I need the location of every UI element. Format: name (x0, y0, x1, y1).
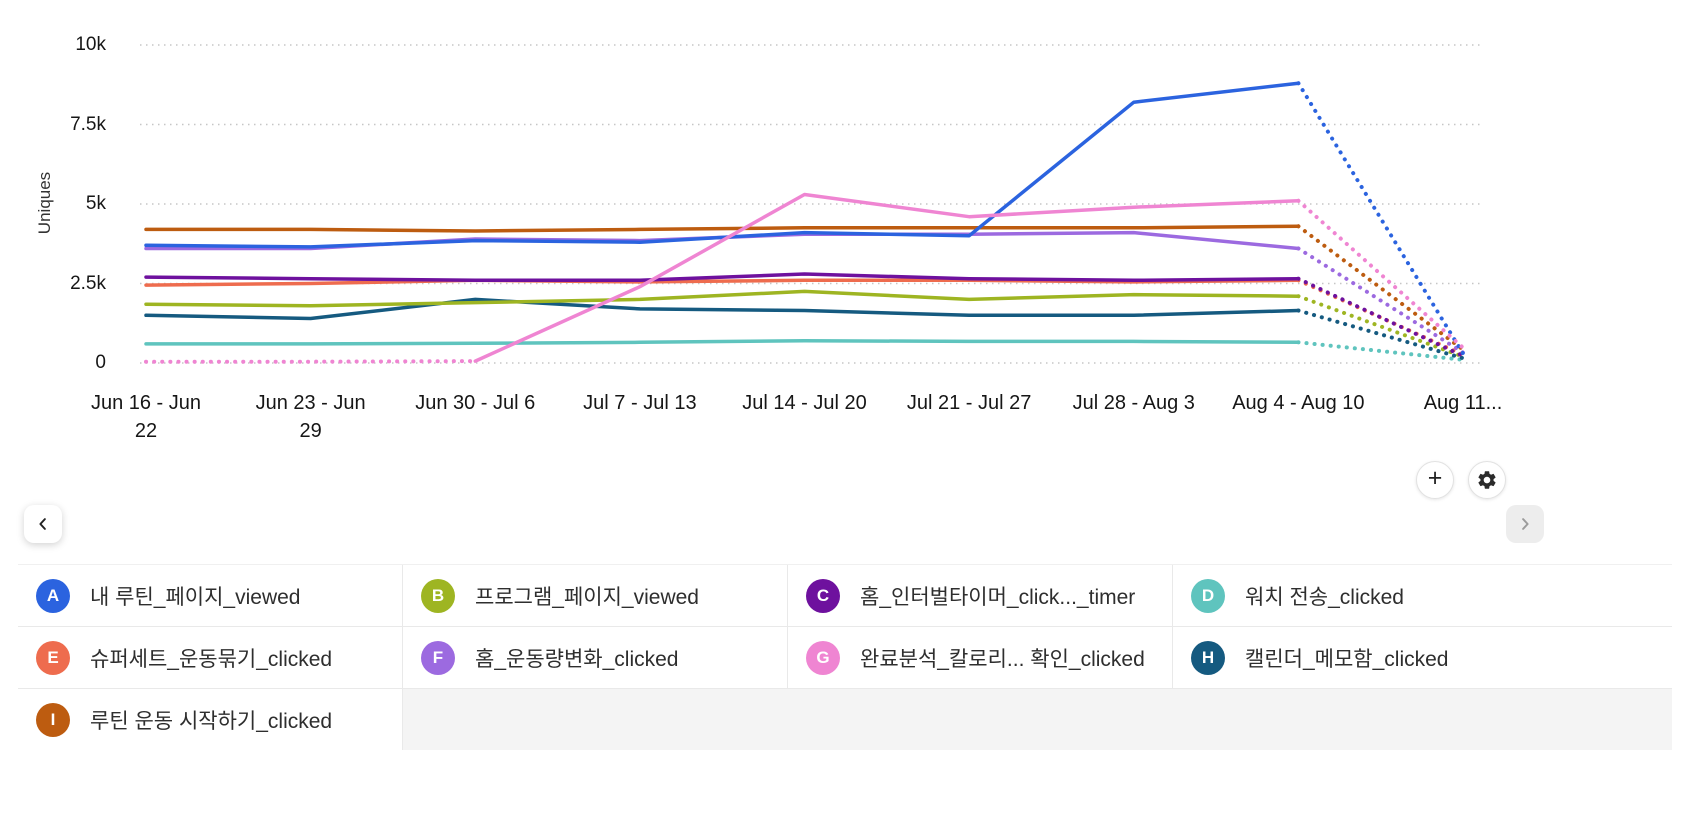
legend-next-button[interactable] (1506, 505, 1544, 543)
x-axis-label: Jun 30 - Jul 6 (415, 392, 536, 414)
series-label: 완료분석_칼로리... 확인_clicked (860, 647, 1145, 671)
y-axis-tick: 7.5k (70, 113, 106, 135)
legend-item-I[interactable]: I 루틴 운동 시작하기_clicked (18, 689, 402, 750)
add-chart-button[interactable]: + (1416, 461, 1454, 499)
series-line-A-dotted (1296, 81, 1465, 356)
series-badge: A (36, 578, 70, 613)
series-line-I-dotted (1296, 224, 1465, 352)
chevron-left-icon (34, 515, 52, 533)
y-axis-tick: 5k (85, 193, 106, 214)
series-line-D (144, 338, 1301, 346)
series-label: 루틴 운동 시작하기_clicked (90, 709, 333, 733)
series-badge: H (1191, 640, 1225, 675)
series-line-F-dotted (1296, 246, 1465, 355)
x-axis-label: Jun 16 - Jun 22 (90, 392, 202, 442)
series-badge: B (421, 578, 455, 613)
gear-icon (1476, 469, 1498, 491)
series-label: 프로그램_페이지_viewed (475, 585, 699, 609)
series-label: 홈_인터벌타이머_click..._timer (860, 585, 1136, 609)
series-label: 슈퍼세트_운동묶기_clicked (90, 647, 333, 671)
series-line-C-dotted (1296, 276, 1465, 358)
series-label: 캘린더_메모함_clicked (1245, 647, 1449, 671)
y-axis-tick: 0 (95, 352, 106, 373)
legend-item-C[interactable]: C 홈_인터벌타이머_click..._timer (788, 565, 1172, 626)
series-line-A (144, 81, 1301, 249)
x-axis-label: Jul 28 - Aug 3 (1072, 392, 1195, 414)
x-axis-label: Jul 7 - Jul 13 (583, 392, 697, 414)
series-line-B-dotted (1296, 294, 1465, 359)
series-badge: I (36, 702, 70, 737)
plus-icon: + (1427, 464, 1443, 492)
series-line-G-dotted (144, 359, 478, 364)
series-line-D-dotted (1296, 340, 1465, 362)
series-label: 내 루틴_페이지_viewed (90, 585, 301, 609)
series-badge: G (806, 640, 840, 675)
series-line-G (473, 192, 1301, 363)
legend-prev-button[interactable] (24, 505, 62, 543)
series-badge: C (806, 578, 840, 613)
series-legend: A 내 루틴_페이지_viewed B 프로그램_페이지_viewed C 홈_인터벌타이… (18, 564, 1672, 750)
series-badge: E (36, 640, 70, 675)
legend-item-H[interactable]: H 캘린더_메모함_clicked (1173, 627, 1672, 688)
chevron-right-icon (1516, 515, 1534, 533)
legend-item-D[interactable]: D 워치 전송_clicked (1173, 565, 1672, 626)
legend-item-B[interactable]: B 프로그램_페이지_viewed (403, 565, 787, 626)
x-axis-label: Aug 4 - Aug 10 (1232, 392, 1365, 414)
x-axis-label: Aug 11... (1423, 392, 1503, 414)
settings-button[interactable] (1468, 461, 1506, 499)
series-line-I (144, 224, 1301, 233)
legend-empty-cell (403, 689, 1672, 750)
series-badge: F (421, 640, 455, 675)
uniques-line-chart[interactable] (0, 0, 1688, 440)
legend-item-E[interactable]: E 슈퍼세트_운동묶기_clicked (18, 627, 402, 688)
series-badge: D (1191, 578, 1225, 613)
series-line-B (144, 289, 1301, 308)
x-axis-label: Jun 23 - Jun 29 (255, 392, 366, 442)
legend-item-A[interactable]: A 내 루틴_페이지_viewed (18, 565, 402, 626)
y-axis-tick: 2.5k (70, 272, 106, 294)
x-axis-label: Jul 14 - Jul 20 (742, 392, 867, 414)
series-line-H (144, 297, 1301, 321)
series-line-C (144, 272, 1301, 283)
x-axis-label: Jul 21 - Jul 27 (906, 392, 1032, 414)
series-label: 홈_운동량변화_clicked (475, 647, 679, 671)
series-label: 워치 전송_clicked (1245, 585, 1404, 609)
legend-item-G[interactable]: G 완료분석_칼로리... 확인_clicked (788, 627, 1172, 688)
legend-item-F[interactable]: F 홈_운동량변화_clicked (403, 627, 787, 688)
y-axis-tick: 10k (75, 34, 106, 55)
